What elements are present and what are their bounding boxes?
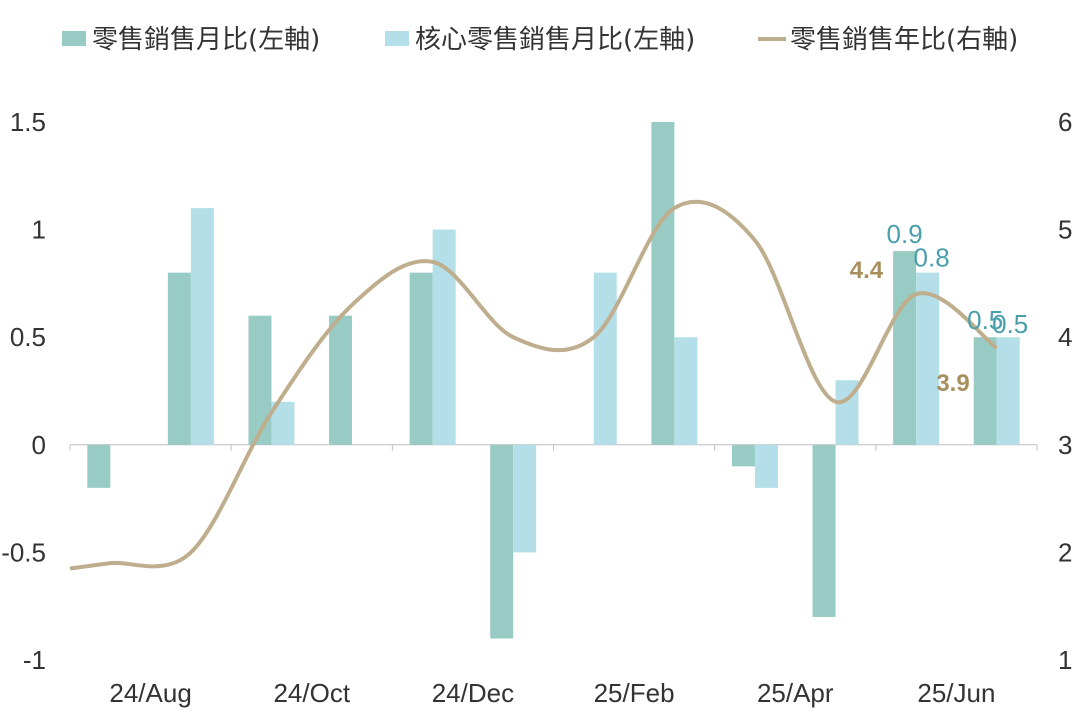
bar-core-mom: [593, 272, 617, 445]
right-tick-label: 1: [1058, 645, 1072, 675]
right-tick-label: 2: [1058, 537, 1072, 567]
data-label: 0.5: [967, 305, 1003, 335]
bar-core-mom: [190, 208, 214, 445]
left-tick-label: 1.5: [10, 107, 46, 137]
x-tick-label: 25/Jun: [917, 678, 995, 708]
right-tick-label: 4: [1058, 322, 1072, 352]
left-tick-label: -0.5: [1, 537, 46, 567]
left-tick-label: 1: [32, 215, 46, 245]
bar-core-mom: [271, 401, 295, 445]
bar-mom: [329, 315, 353, 445]
right-tick-label: 6: [1058, 107, 1072, 137]
bar-mom: [812, 444, 836, 617]
bar-core-mom: [513, 444, 537, 553]
x-tick-label: 24/Dec: [432, 678, 514, 708]
data-label: 0.8: [914, 243, 950, 273]
x-tick-label: 25/Apr: [757, 678, 834, 708]
bar-mom: [893, 251, 917, 445]
bar-mom: [731, 444, 755, 467]
data-labels: 0.90.8 0.50.5 4.4 3.9: [850, 219, 1029, 397]
legend-label-0: 零售銷售月比(左軸): [92, 25, 320, 55]
left-tick-label: -1: [23, 645, 46, 675]
bar-mom: [248, 315, 272, 445]
bar-core-mom: [996, 337, 1020, 445]
right-axis-ticks: 6 5 4 3 2 1: [1058, 107, 1072, 675]
bar-mom: [409, 272, 433, 445]
legend-swatch-0: [62, 31, 86, 46]
x-axis-tick-marks: [69, 444, 1038, 451]
left-tick-label: 0.5: [10, 322, 46, 352]
yoy-line-series: [69, 199, 998, 571]
data-label: 0.5: [992, 309, 1028, 339]
right-tick-label: 5: [1058, 215, 1072, 245]
x-axis-labels: 24/Aug 24/Oct 24/Dec 25/Feb 25/Apr 25/Jun: [109, 678, 995, 708]
bar-mom: [651, 122, 675, 445]
data-label: 3.9: [936, 370, 969, 397]
legend-label-1: 核心零售銷售月比(左軸): [415, 25, 695, 55]
bar-mom: [973, 337, 997, 445]
x-tick-label: 25/Feb: [594, 678, 675, 708]
bar-mom: [490, 444, 514, 639]
bar-core-mom: [916, 272, 940, 445]
bar-core-mom: [754, 444, 778, 488]
data-label: 0.9: [887, 219, 923, 249]
x-tick-label: 24/Oct: [273, 678, 350, 708]
x-tick-label: 24/Aug: [109, 678, 191, 708]
bar-mom: [167, 272, 191, 445]
left-axis-ticks: 1.5 1 0.5 0 -0.5 -1: [1, 107, 46, 675]
legend: 零售銷售月比(左軸) 核心零售銷售月比(左軸) 零售銷售年比(右軸): [62, 25, 1018, 55]
bar-mom: [87, 444, 111, 488]
legend-label-2: 零售銷售年比(右軸): [790, 25, 1018, 55]
left-tick-label: 0: [32, 430, 46, 460]
legend-swatch-1: [385, 31, 409, 46]
bar-core-mom: [432, 229, 456, 445]
right-tick-label: 3: [1058, 430, 1072, 460]
data-label: 4.4: [850, 257, 884, 284]
bar-core-mom: [674, 337, 698, 445]
bars: [87, 122, 1020, 639]
